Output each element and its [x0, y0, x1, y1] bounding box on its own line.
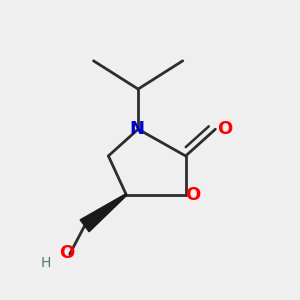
Text: O: O: [59, 244, 74, 262]
Text: N: N: [129, 120, 144, 138]
Text: H: H: [41, 256, 51, 270]
Text: O: O: [185, 186, 201, 204]
Text: O: O: [217, 120, 232, 138]
Polygon shape: [80, 194, 127, 232]
